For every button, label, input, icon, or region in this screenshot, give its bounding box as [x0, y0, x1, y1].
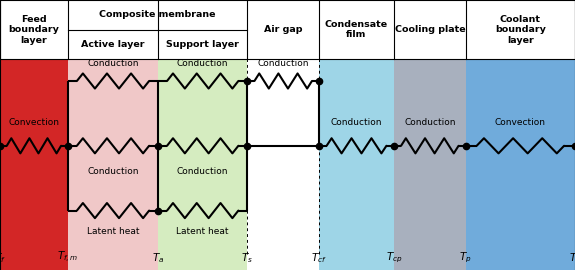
Bar: [0, 0, 575, 59]
Text: Conduction: Conduction: [404, 118, 455, 127]
Bar: [247, 59, 319, 270]
Text: Condensate
film: Condensate film: [325, 20, 388, 39]
Text: Convection: Convection: [495, 118, 546, 127]
Bar: [394, 59, 466, 270]
Text: $T_s$: $T_s$: [242, 251, 253, 265]
Text: Conduction: Conduction: [177, 59, 228, 68]
Text: Coolant
boundary
layer: Coolant boundary layer: [495, 15, 546, 45]
Bar: [0, 59, 68, 270]
Text: Latent heat: Latent heat: [87, 227, 139, 236]
Text: Convection: Convection: [9, 118, 59, 127]
Text: $T_p$: $T_p$: [459, 250, 472, 265]
Text: Conduction: Conduction: [87, 59, 139, 68]
Text: $T_f$: $T_f$: [0, 251, 6, 265]
Text: Conduction: Conduction: [331, 118, 382, 127]
Bar: [319, 59, 394, 270]
Text: Conduction: Conduction: [177, 167, 228, 176]
Bar: [158, 59, 247, 270]
Text: Conduction: Conduction: [258, 59, 309, 68]
Text: Latent heat: Latent heat: [177, 227, 229, 236]
Text: $T_{f,m}$: $T_{f,m}$: [58, 249, 78, 265]
Text: $T_a$: $T_a$: [152, 251, 164, 265]
Text: Active layer: Active layer: [81, 40, 145, 49]
Text: Conduction: Conduction: [87, 167, 139, 176]
Bar: [466, 59, 575, 270]
Text: Air gap: Air gap: [264, 25, 302, 34]
Text: $T_c$: $T_c$: [569, 251, 575, 265]
Bar: [68, 59, 158, 270]
Text: Composite membrane: Composite membrane: [99, 10, 216, 19]
Text: $T_{cp}$: $T_{cp}$: [386, 250, 402, 265]
Text: Support layer: Support layer: [166, 40, 239, 49]
Text: Feed
boundary
layer: Feed boundary layer: [9, 15, 59, 45]
Text: $T_{cf}$: $T_{cf}$: [311, 251, 327, 265]
Text: Cooling plate: Cooling plate: [394, 25, 465, 34]
